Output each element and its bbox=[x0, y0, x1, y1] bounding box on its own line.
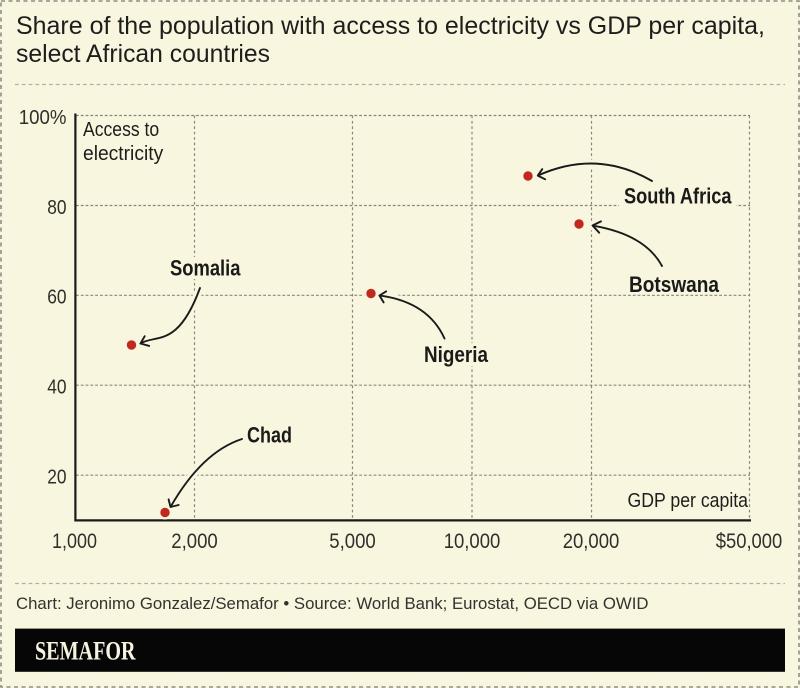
svg-text:10,000: 10,000 bbox=[444, 530, 501, 553]
svg-text:South Africa: South Africa bbox=[624, 184, 732, 209]
svg-text:80: 80 bbox=[47, 197, 66, 219]
svg-text:100%: 100% bbox=[19, 107, 67, 129]
svg-text:20,000: 20,000 bbox=[563, 530, 620, 553]
svg-text:40: 40 bbox=[47, 377, 66, 399]
svg-text:$50,000: $50,000 bbox=[716, 530, 783, 553]
svg-text:2,000: 2,000 bbox=[171, 530, 218, 553]
svg-text:Nigeria: Nigeria bbox=[424, 342, 489, 367]
svg-text:Somalia: Somalia bbox=[170, 255, 241, 280]
svg-text:GDP per capita: GDP per capita bbox=[628, 490, 749, 512]
svg-text:Share of the population with a: Share of the population with access to e… bbox=[16, 12, 765, 40]
svg-text:Chad: Chad bbox=[247, 423, 292, 448]
svg-text:Access to: Access to bbox=[83, 119, 159, 141]
svg-text:5,000: 5,000 bbox=[329, 530, 376, 553]
svg-text:1,000: 1,000 bbox=[52, 530, 97, 553]
svg-text:Chart: Jeronimo Gonzalez/Semaf: Chart: Jeronimo Gonzalez/Semafor • Sourc… bbox=[16, 594, 649, 613]
svg-text:20: 20 bbox=[47, 467, 66, 489]
svg-text:60: 60 bbox=[47, 287, 66, 309]
svg-text:SEMAFOR: SEMAFOR bbox=[35, 636, 136, 666]
svg-text:electricity: electricity bbox=[83, 143, 163, 165]
svg-text:Botswana: Botswana bbox=[629, 272, 720, 297]
svg-text:select African countries: select African countries bbox=[16, 40, 270, 68]
